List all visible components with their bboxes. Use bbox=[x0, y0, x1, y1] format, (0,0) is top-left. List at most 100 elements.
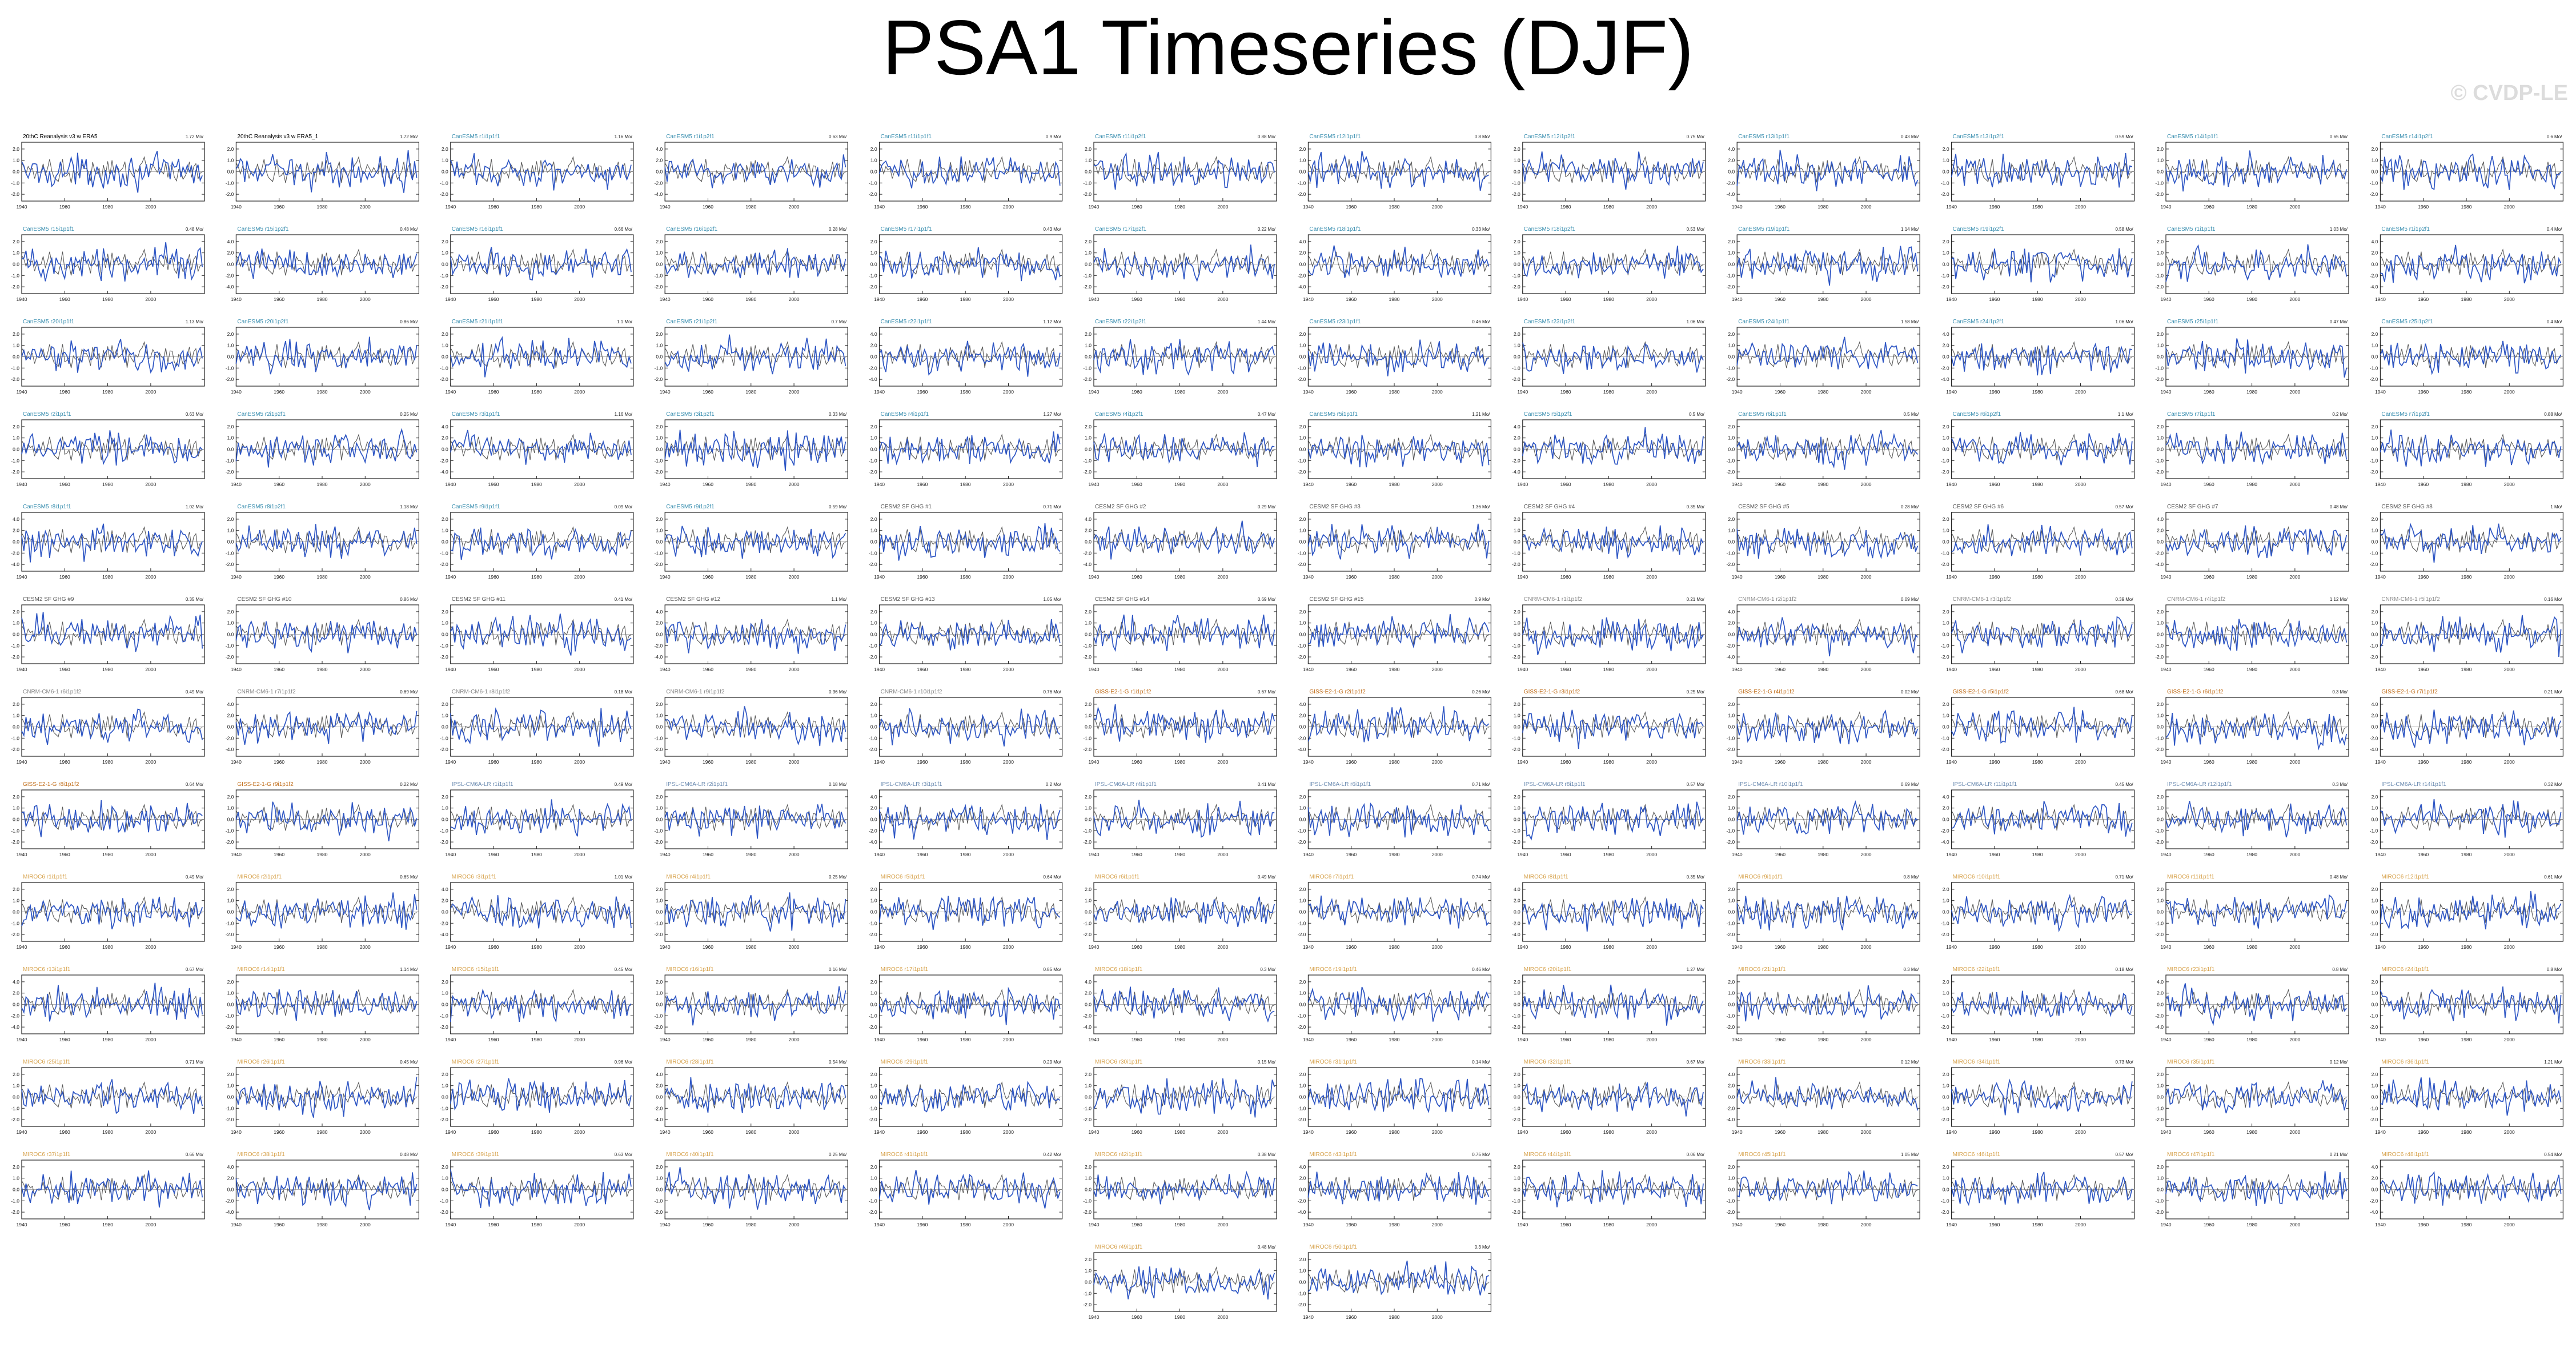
panel-title: CanESM5 r21i1p2f1 bbox=[666, 319, 717, 325]
panel-trend-stat: 0.25 Mo/ bbox=[400, 412, 418, 417]
y-tick-label: 2.0 bbox=[13, 794, 19, 800]
member-series-line bbox=[21, 1079, 203, 1114]
y-tick-label: 0.0 bbox=[13, 909, 19, 915]
x-tick-label: 1980 bbox=[960, 204, 971, 210]
x-tick-label: 2000 bbox=[1432, 574, 1443, 580]
x-tick-label: 1980 bbox=[1817, 204, 1828, 210]
panel-trend-stat: 1.05 Mo/ bbox=[1901, 1152, 1919, 1157]
y-tick-label: 0.0 bbox=[656, 262, 663, 267]
x-tick-label: 1940 bbox=[874, 1129, 885, 1135]
x-tick-label: 2000 bbox=[2504, 944, 2515, 950]
y-tick-label: -2.0 bbox=[1727, 643, 1735, 648]
observed-series-line bbox=[235, 1174, 417, 1201]
member-series-line bbox=[1093, 1170, 1275, 1205]
y-tick-label: 2.0 bbox=[1299, 1176, 1306, 1181]
x-tick-label: 1960 bbox=[274, 482, 284, 487]
y-tick-label: 1.0 bbox=[1728, 713, 1735, 719]
timeseries-panel: MIROC6 r19i1p1f1 0.46 Mo/2.01.00.0-1.0-2.… bbox=[1298, 966, 1491, 1042]
panel-trend-stat: 0.33 Mo/ bbox=[829, 412, 847, 417]
x-tick-label: 1940 bbox=[1089, 296, 1100, 302]
member-series-line bbox=[235, 892, 418, 930]
x-tick-label: 1980 bbox=[1174, 1037, 1185, 1042]
y-tick-label: 0.0 bbox=[2372, 1094, 2378, 1100]
timeseries-panel: MIROC6 r4i1p1f1 0.25 Mo/2.01.00.0-1.0-2.0… bbox=[655, 874, 848, 950]
observed-series-line bbox=[1736, 1174, 1918, 1201]
y-tick-label: 1.0 bbox=[2157, 1176, 2164, 1181]
y-tick-label: -1.0 bbox=[2370, 365, 2378, 371]
y-tick-label: -2.0 bbox=[226, 839, 234, 845]
member-series-line bbox=[21, 896, 203, 930]
timeseries-panel: CESM2 SF GHG #9 0.35 Mo/2.01.00.0-1.0-2.0… bbox=[11, 596, 205, 672]
timeseries-panel: MIROC6 r34i1p1f1 0.73 Mo/2.01.00.0-1.0-2.… bbox=[1941, 1059, 2135, 1135]
x-tick-label: 1940 bbox=[1946, 296, 1957, 302]
member-series-line bbox=[21, 523, 203, 563]
x-tick-label: 1960 bbox=[1560, 574, 1571, 580]
y-tick-label: 1.0 bbox=[2372, 435, 2378, 441]
x-tick-label: 2000 bbox=[789, 482, 800, 487]
y-tick-label: 1.0 bbox=[2372, 343, 2378, 348]
y-tick-label: 0.0 bbox=[1728, 817, 1735, 823]
x-tick-label: 1960 bbox=[1131, 482, 1142, 487]
y-tick-label: -1.0 bbox=[226, 920, 234, 926]
x-tick-label: 2000 bbox=[1432, 1037, 1443, 1042]
member-series-line bbox=[2380, 799, 2562, 838]
x-tick-label: 1960 bbox=[2204, 204, 2214, 210]
x-tick-label: 1980 bbox=[1174, 204, 1185, 210]
panel-title: MIROC6 r8i1p1f1 bbox=[1524, 874, 1568, 880]
x-tick-label: 1960 bbox=[274, 1129, 284, 1135]
timeseries-panel: CNRM-CM6-1 r1i1p1f2 0.21 Mo/2.01.00.0-1.0… bbox=[1512, 596, 1706, 672]
x-tick-label: 1980 bbox=[1174, 852, 1185, 857]
member-series-line bbox=[664, 334, 846, 375]
panel-title: CanESM5 r13i1p1f1 bbox=[1738, 134, 1789, 140]
y-tick-label: -1.0 bbox=[11, 365, 19, 371]
panel-trend-stat: 0.85 Mo/ bbox=[1043, 967, 1061, 972]
x-tick-label: 2000 bbox=[1217, 759, 1228, 765]
x-tick-label: 1980 bbox=[745, 296, 756, 302]
y-tick-label: 2.0 bbox=[2372, 516, 2378, 522]
x-tick-label: 1940 bbox=[1303, 667, 1314, 672]
member-series-line bbox=[664, 892, 846, 932]
y-tick-label: 2.0 bbox=[2372, 1176, 2378, 1181]
y-tick-label: -1.0 bbox=[2155, 735, 2164, 741]
y-tick-label: -1.0 bbox=[440, 550, 448, 556]
y-tick-label: 2.0 bbox=[13, 990, 19, 996]
timeseries-panel: CNRM-CM6-1 r9i1p1f2 0.36 Mo/2.01.00.0-1.0… bbox=[655, 689, 848, 765]
x-tick-label: 1940 bbox=[445, 1222, 456, 1227]
x-tick-label: 2000 bbox=[574, 482, 585, 487]
timeseries-panel: CESM2 SF GHG #4 0.35 Mo/2.01.00.0-1.0-2.0… bbox=[1512, 504, 1706, 580]
y-tick-label: -1.0 bbox=[226, 550, 234, 556]
y-tick-label: 0.0 bbox=[442, 1187, 448, 1193]
y-tick-label: 0.0 bbox=[227, 724, 234, 730]
member-series-line bbox=[1736, 150, 1919, 191]
observed-series-line bbox=[664, 156, 846, 183]
x-tick-label: 1940 bbox=[231, 1129, 242, 1135]
x-tick-label: 1940 bbox=[231, 852, 242, 857]
y-tick-label: 2.0 bbox=[870, 609, 877, 615]
x-tick-label: 1960 bbox=[1560, 296, 1571, 302]
member-series-line bbox=[878, 1081, 1061, 1113]
y-tick-label: 2.0 bbox=[870, 343, 877, 348]
y-tick-label: 0.0 bbox=[1943, 1187, 1949, 1193]
panel-trend-stat: 0.48 Mo/ bbox=[400, 227, 418, 232]
y-tick-label: 2.0 bbox=[1943, 1164, 1949, 1170]
x-tick-label: 1980 bbox=[1603, 944, 1614, 950]
member-series-line bbox=[1307, 151, 1490, 191]
y-tick-label: -2.0 bbox=[1727, 1024, 1735, 1030]
panel-title: MIROC6 r23i1p1f1 bbox=[2167, 966, 2215, 973]
panel-trend-stat: 0.49 Mo/ bbox=[186, 689, 204, 695]
y-tick-label: -1.0 bbox=[226, 1013, 234, 1018]
panel-title: CanESM5 r6i1p1f1 bbox=[1738, 411, 1787, 418]
y-tick-label: 2.0 bbox=[2372, 146, 2378, 152]
x-tick-label: 1980 bbox=[531, 1129, 542, 1135]
member-series-line bbox=[1522, 1082, 1704, 1117]
x-tick-label: 2000 bbox=[789, 296, 800, 302]
y-tick-label: -2.0 bbox=[1083, 747, 1092, 752]
panel-title: MIROC6 r35i1p1f1 bbox=[2167, 1059, 2215, 1065]
y-tick-label: -1.0 bbox=[1727, 920, 1735, 926]
member-series-line bbox=[878, 708, 1061, 747]
x-tick-label: 1940 bbox=[1089, 667, 1100, 672]
x-tick-label: 1960 bbox=[1131, 296, 1142, 302]
x-tick-label: 1960 bbox=[1775, 296, 1785, 302]
x-tick-label: 1980 bbox=[1389, 389, 1400, 395]
y-tick-label: 2.0 bbox=[2157, 146, 2164, 152]
